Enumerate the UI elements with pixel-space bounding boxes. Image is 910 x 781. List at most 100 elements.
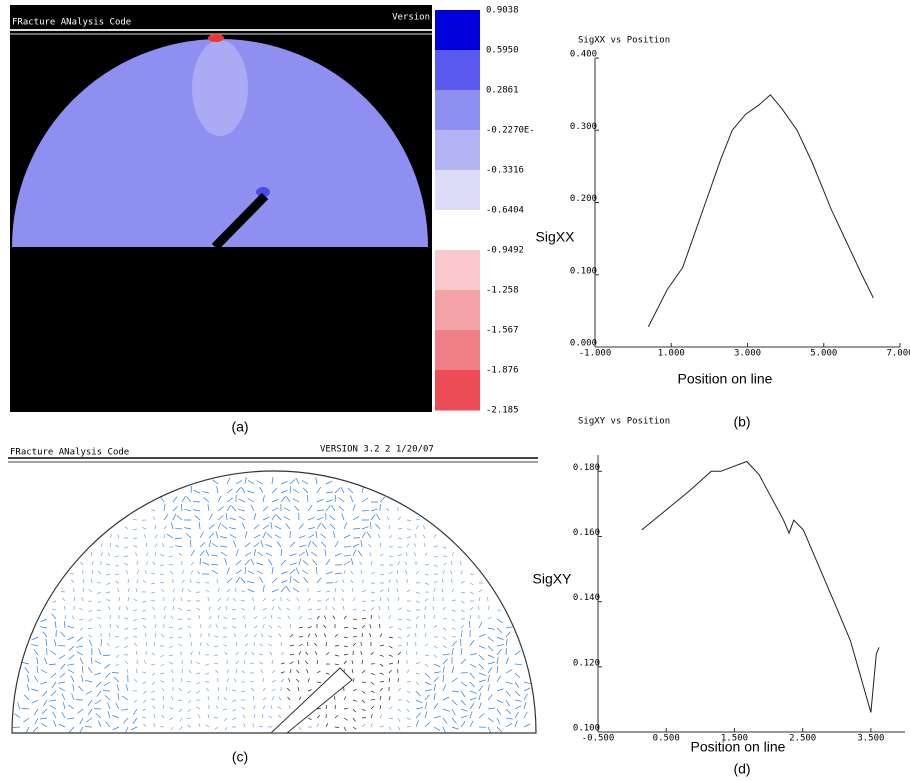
vector-arrow xyxy=(53,639,57,647)
vector-arrow xyxy=(95,681,102,688)
vector-arrow xyxy=(352,688,357,692)
vector-arrow xyxy=(361,526,369,530)
vector-arrow xyxy=(415,672,420,675)
vector-arrow xyxy=(295,477,300,485)
vector-arrow xyxy=(244,624,247,629)
vector-arrow xyxy=(226,577,233,584)
vector-arrow xyxy=(298,726,302,731)
vector-arrow xyxy=(406,725,411,728)
vector-arrow xyxy=(143,624,147,629)
vector-arrow xyxy=(196,672,201,675)
vector-arrow xyxy=(315,477,318,485)
vector-arrow xyxy=(261,714,264,719)
vector-arrow xyxy=(68,645,75,652)
vector-arrow xyxy=(451,708,456,716)
vector-arrow xyxy=(259,653,264,656)
y-tick-label: 0.140 xyxy=(573,593,600,603)
vector-arrow xyxy=(135,588,138,593)
vector-arrow xyxy=(433,580,438,584)
vector-arrow xyxy=(58,687,66,692)
vector-arrow xyxy=(406,551,408,557)
vector-arrow xyxy=(51,613,57,620)
vector-arrow xyxy=(352,635,357,638)
vector-arrow xyxy=(397,516,401,521)
vector-arrow xyxy=(311,541,318,548)
vector-arrow xyxy=(187,589,192,593)
vector-arrow xyxy=(369,633,372,638)
vector-arrow xyxy=(160,680,165,683)
vector-arrow xyxy=(352,642,356,647)
x-axis-label: Position on line xyxy=(678,371,773,387)
vector-arrow xyxy=(226,589,231,593)
vector-arrow xyxy=(460,681,467,687)
vector-arrow xyxy=(88,618,93,622)
vector-arrow xyxy=(143,534,147,539)
vector-arrow xyxy=(133,642,138,647)
vector-arrow xyxy=(415,720,419,728)
vector-arrow xyxy=(133,618,138,622)
vector-arrow xyxy=(361,609,366,612)
vector-arrow xyxy=(441,578,444,584)
colorbar-label: -1.876 xyxy=(486,366,519,376)
vector-arrow xyxy=(113,676,120,683)
vector-arrow xyxy=(314,642,318,647)
vector-arrow xyxy=(142,527,147,530)
vector-arrow xyxy=(424,711,428,719)
vector-arrow xyxy=(190,561,194,566)
vector-arrow xyxy=(265,544,273,548)
vector-arrow xyxy=(307,626,312,629)
vector-arrow xyxy=(307,608,312,611)
vector-arrow xyxy=(178,708,183,713)
vector-arrow xyxy=(124,726,129,734)
vector-arrow xyxy=(229,534,237,539)
vector-arrow xyxy=(104,695,111,701)
vector-arrow xyxy=(229,527,237,530)
vector-arrow xyxy=(514,681,520,689)
vector-arrow xyxy=(370,705,375,710)
vector-arrow xyxy=(117,534,120,539)
vector-arrow xyxy=(198,615,201,620)
vector-arrow xyxy=(247,581,255,584)
vector-arrow xyxy=(142,708,147,711)
vector-arrow xyxy=(127,588,130,593)
vector-arrow xyxy=(350,579,354,584)
vector-arrow xyxy=(280,481,288,485)
vector-arrow xyxy=(334,588,337,593)
vector-arrow xyxy=(379,672,384,675)
vector-arrow xyxy=(468,621,471,629)
vector-arrow xyxy=(376,513,381,521)
y-axis-label: SigXY xyxy=(533,571,573,587)
vector-arrow xyxy=(442,726,447,734)
vector-arrow xyxy=(79,627,84,631)
vector-arrow xyxy=(415,712,421,719)
x-tick-label: 2.500 xyxy=(789,734,816,744)
vector-arrow xyxy=(163,695,165,701)
vector-arrow xyxy=(487,636,494,642)
vector-arrow xyxy=(469,672,475,679)
vector-arrow xyxy=(307,633,311,638)
vector-arrow xyxy=(197,570,201,575)
vector-arrow xyxy=(280,641,282,647)
vector-arrow xyxy=(176,515,183,521)
vector-arrow xyxy=(232,626,237,629)
vector-arrow xyxy=(170,615,174,620)
vector-arrow xyxy=(379,589,384,593)
vector-arrow xyxy=(361,708,366,712)
vector-arrow xyxy=(168,555,174,557)
vector-arrow xyxy=(213,654,219,657)
vector-arrow xyxy=(375,523,381,530)
vector-arrow xyxy=(208,624,212,629)
vector-arrow xyxy=(34,717,39,725)
vector-arrow xyxy=(31,644,39,647)
vector-arrow xyxy=(361,724,366,728)
contour-hotspot xyxy=(256,187,270,197)
vector-arrow xyxy=(133,627,138,630)
y-tick-label: 0.400 xyxy=(570,50,597,60)
vector-arrow xyxy=(54,621,57,629)
vector-arrow xyxy=(424,606,427,611)
vector-arrow xyxy=(343,534,351,539)
vector-arrow xyxy=(379,704,381,710)
vector-arrow xyxy=(424,721,431,728)
vector-arrow xyxy=(152,606,156,611)
vector-arrow xyxy=(341,513,345,521)
